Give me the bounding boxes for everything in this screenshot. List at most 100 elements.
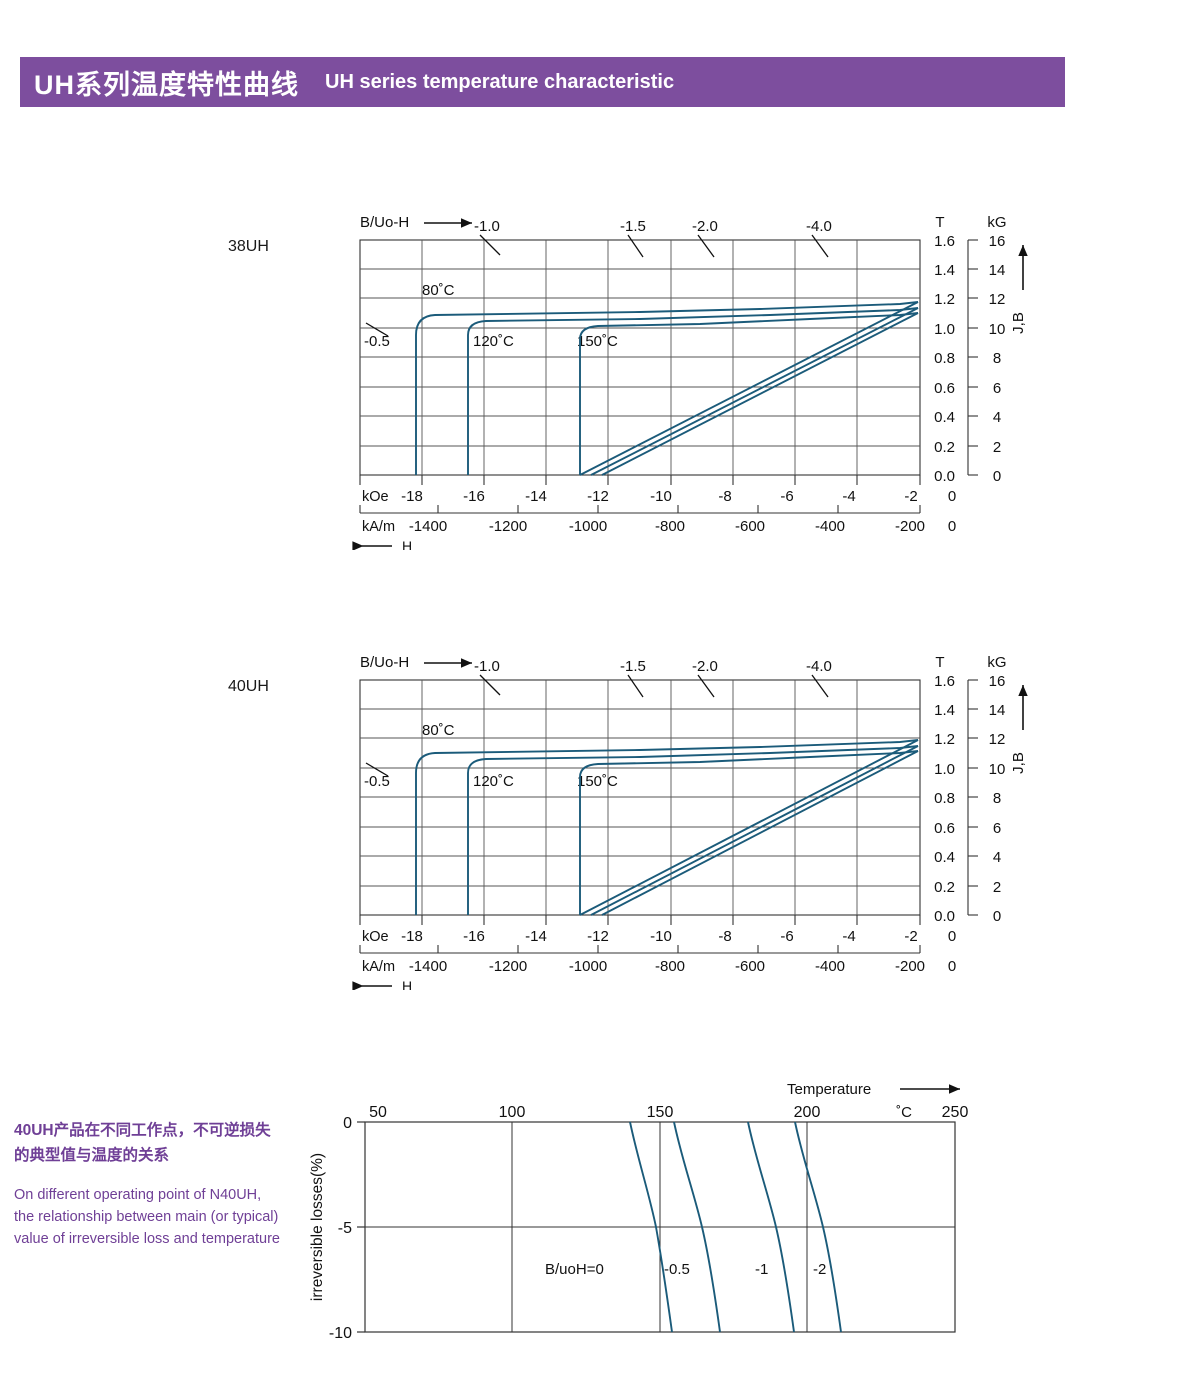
xtick-koe-2-40uh: -2 [904,928,917,945]
irreversible-loss-chart: Temperature 50 100 150 200 250 ˚C 0 -5 -… [300,1075,1020,1365]
permeance-label-1p0-40uh: -1.0 [474,658,500,675]
ytick-loss-0: 0 [343,1115,352,1132]
ytick-loss-5: -5 [338,1220,352,1237]
xtick-koe-8-38uh: -8 [718,488,731,505]
curve-b-120c-40uh [590,745,919,916]
permeance-label-0p5-38uh: -0.5 [364,333,390,350]
xtick-kam-0-40uh: 0 [948,958,956,975]
xtick-kam-1200-40uh: -1200 [489,958,527,975]
curve-b-80c-40uh [579,739,919,916]
curve-b-150c-38uh [601,312,919,476]
ytick-kg-4-40uh: 4 [993,849,1001,866]
xtick-temp-50: 50 [369,1104,387,1121]
caption-text-cn: 40UH产品在不同工作点，不可逆损失的典型值与温度的关系 [14,1122,271,1164]
xtick-koe-4-38uh: -4 [842,488,855,505]
yaxis-unit-kg-40uh: kG [987,654,1006,671]
curve-loss-b1 [747,1121,795,1333]
axis-note-bu0h-40uh: B/Uo-H [360,654,409,671]
curve-j-120c-40uh [467,745,919,915]
curve-b-150c-40uh [601,750,919,916]
irreversible-loss-chart-svg: Temperature 50 100 150 200 250 ˚C 0 -5 -… [309,1081,968,1342]
curve-loss-b0 [629,1121,673,1333]
xtick-koe-16-40uh: -16 [463,928,485,945]
xtick-kam-600-40uh: -600 [735,958,765,975]
xtick-koe-4-40uh: -4 [842,928,855,945]
header-title-cn: UH系列温度特性曲线 [34,69,299,100]
caption-text-en: On different operating point of N40UH, t… [14,1187,280,1247]
xaxis-title-temperature: Temperature [787,1081,871,1098]
loss-chart-caption: 40UH产品在不同工作点，不可逆损失的典型值与温度的关系 On differen… [14,1118,284,1250]
ytick-t-0p0-38uh: 0.0 [934,468,955,485]
xtick-koe-12-38uh: -12 [587,488,609,505]
xtick-kam-1400-38uh: -1400 [409,518,447,535]
curve-label-b0p5: -0.5 [664,1261,690,1278]
demag-chart-40uh-svg: B/Uo-H -1.0 -1.5 -2.0 -4.0 -0.5 80˚C 120… [352,654,1028,990]
ytick-kg-2-40uh: 2 [993,879,1001,896]
curve-j-150c-40uh [579,750,919,915]
header-title-en: UH series temperature characteristic [325,70,675,93]
xtick-koe-0-38uh: 0 [948,488,956,505]
ytick-t-1p4-40uh: 1.4 [934,702,955,719]
ytick-kg-12-38uh: 12 [989,291,1006,308]
xaxis-unit-kam-40uh: kA/m [362,959,395,975]
temp-label-80c-38uh: 80˚C [422,282,455,299]
xtick-kam-200-38uh: -200 [895,518,925,535]
chart-label-40uh: 40UH [228,678,269,695]
permeance-label-2p0-38uh: -2.0 [692,218,718,235]
curve-label-b2: -2 [813,1261,826,1278]
curve-b-80c-38uh [579,301,919,476]
xtick-koe-6-40uh: -6 [780,928,793,945]
yaxis-title-jb-38uh: J,B [1010,312,1027,334]
yaxis-unit-tesla-40uh: T [935,654,944,671]
demag-chart-40uh: B/Uo-H -1.0 -1.5 -2.0 -4.0 -0.5 80˚C 120… [340,645,1040,990]
temp-label-120c-40uh: 120˚C [473,773,514,790]
ytick-t-1p6-40uh: 1.6 [934,673,955,690]
temp-label-80c-40uh: 80˚C [422,722,455,739]
ytick-t-1p0-38uh: 1.0 [934,321,955,338]
ytick-kg-10-38uh: 10 [989,321,1006,338]
xtick-koe-18-38uh: -18 [401,488,423,505]
ytick-kg-2-38uh: 2 [993,439,1001,456]
xtick-kam-400-38uh: -400 [815,518,845,535]
curve-loss-b2 [794,1121,842,1333]
xtick-temp-200: 200 [794,1104,821,1121]
ytick-t-0p8-40uh: 0.8 [934,790,955,807]
yaxis-title-irreversible-losses: irreversible losses(%) [309,1153,326,1301]
xtick-kam-800-38uh: -800 [655,518,685,535]
ytick-t-0p2-40uh: 0.2 [934,879,955,896]
yaxis-title-jb-40uh: J,B [1010,752,1027,774]
ytick-t-1p4-38uh: 1.4 [934,262,955,279]
xtick-koe-16-38uh: -16 [463,488,485,505]
ytick-t-0p6-40uh: 0.6 [934,820,955,837]
xtick-kam-400-40uh: -400 [815,958,845,975]
ytick-kg-4-38uh: 4 [993,409,1001,426]
ytick-kg-10-40uh: 10 [989,761,1006,778]
xtick-kam-1000-40uh: -1000 [569,958,607,975]
curve-j-80c-40uh [415,739,919,915]
xtick-temp-100: 100 [499,1104,526,1121]
curve-b-120c-38uh [590,307,919,476]
xtick-koe-8-40uh: -8 [718,928,731,945]
permeance-label-1p5-38uh: -1.5 [620,218,646,235]
chart-label-38uh: 38UH [228,238,269,255]
xtick-koe-10-40uh: -10 [650,928,672,945]
xaxis-arrow-label-h-38uh: H [402,538,412,550]
permeance-label-4p0-38uh: -4.0 [806,218,832,235]
xtick-temp-150: 150 [647,1104,674,1121]
ytick-t-1p0-40uh: 1.0 [934,761,955,778]
xaxis-unit-koe-40uh: kOe [362,929,389,945]
yaxis-unit-tesla-38uh: T [935,214,944,231]
ytick-t-0p4-40uh: 0.4 [934,849,955,866]
axis-note-bu0h-38uh: B/Uo-H [360,214,409,231]
xtick-koe-6-38uh: -6 [780,488,793,505]
xtick-kam-1000-38uh: -1000 [569,518,607,535]
xtick-koe-0-40uh: 0 [948,928,956,945]
ytick-t-0p4-38uh: 0.4 [934,409,955,426]
permeance-label-0p5-40uh: -0.5 [364,773,390,790]
curve-label-b1: -1 [755,1261,768,1278]
xaxis-unit-celsius: ˚C [896,1104,912,1121]
permeance-label-1p0-38uh: -1.0 [474,218,500,235]
ytick-kg-6-40uh: 6 [993,820,1001,837]
ytick-kg-8-38uh: 8 [993,350,1001,367]
yaxis-unit-kg-38uh: kG [987,214,1006,231]
